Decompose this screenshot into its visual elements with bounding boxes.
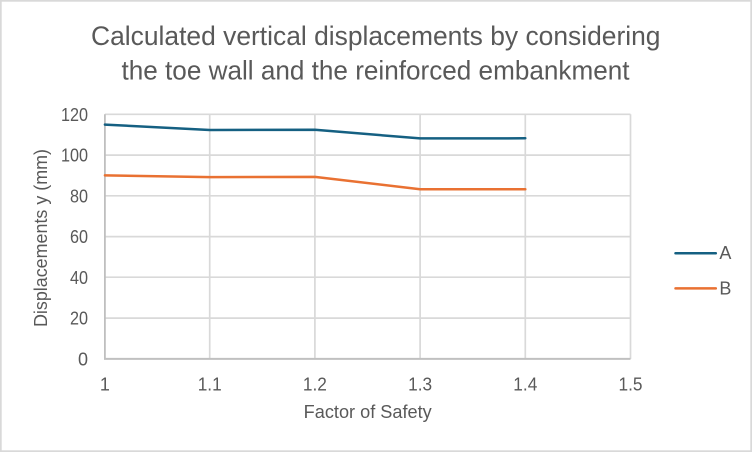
svg-text:Calculated vertical displaceme: Calculated vertical displacements by con…: [91, 21, 661, 51]
svg-text:1.5: 1.5: [619, 374, 643, 394]
svg-text:1: 1: [100, 374, 110, 394]
svg-text:60: 60: [70, 227, 88, 247]
svg-text:1.3: 1.3: [408, 374, 432, 394]
svg-text:120: 120: [61, 105, 88, 125]
svg-text:the toe wall and the reinforce: the toe wall and the reinforced embankme…: [122, 55, 630, 85]
svg-text:1.2: 1.2: [303, 374, 327, 394]
svg-text:Factor of Safety: Factor of Safety: [304, 402, 432, 422]
svg-text:20: 20: [70, 309, 88, 329]
svg-text:A: A: [719, 243, 731, 263]
svg-text:0: 0: [78, 350, 88, 370]
svg-text:80: 80: [70, 186, 88, 206]
svg-text:100: 100: [61, 146, 88, 166]
svg-text:B: B: [719, 278, 731, 298]
svg-text:40: 40: [70, 268, 88, 288]
svg-text:1.1: 1.1: [198, 374, 222, 394]
svg-text:Displacements y (mm): Displacements y (mm): [31, 149, 51, 327]
svg-text:1.4: 1.4: [513, 374, 537, 394]
